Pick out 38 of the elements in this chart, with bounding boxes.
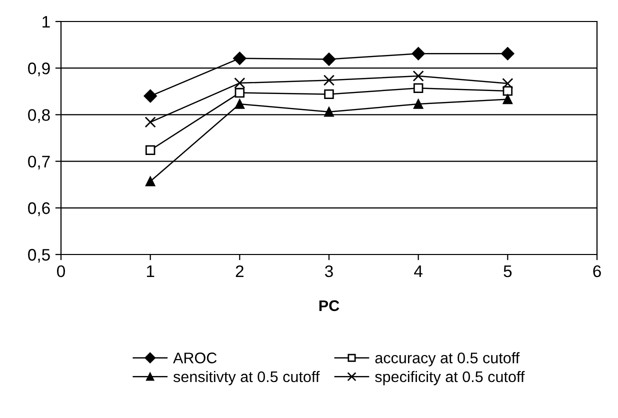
point xyxy=(413,99,424,109)
point xyxy=(234,99,245,109)
legend-label: accuracy at 0.5 cutoff xyxy=(375,352,520,366)
x-axis-title: PC xyxy=(319,300,340,312)
y-tick-label: 0,6 xyxy=(28,202,50,216)
point xyxy=(412,70,424,82)
x-tick-label: 2 xyxy=(236,265,244,277)
x-tick-label: 1 xyxy=(146,266,154,277)
point xyxy=(144,89,157,103)
point xyxy=(324,89,334,100)
x-tick-label: 0 xyxy=(57,265,65,278)
legend-label: AROC xyxy=(173,352,217,364)
legend-label: sensitivty at 0.5 cutoff xyxy=(173,370,320,386)
point xyxy=(145,176,156,186)
x-tick-label: 4 xyxy=(414,266,422,277)
x-tick-label: 5 xyxy=(504,266,512,278)
point xyxy=(413,83,424,93)
legend-label: specificity at 0.5 cutoff xyxy=(375,370,525,386)
point xyxy=(233,52,246,65)
point xyxy=(324,107,334,117)
point xyxy=(501,47,514,60)
point xyxy=(145,145,156,155)
point xyxy=(412,47,425,60)
y-tick-label: 1 xyxy=(42,16,50,28)
point xyxy=(234,88,245,98)
point xyxy=(322,52,336,66)
y-tick-label: 0,7 xyxy=(28,156,50,170)
point xyxy=(323,74,335,86)
point xyxy=(502,78,514,90)
y-tick-label: 0,5 xyxy=(28,248,50,263)
x-tick-label: 3 xyxy=(325,265,333,278)
y-tick-label: 0,9 xyxy=(28,62,50,76)
x-tick-label: 6 xyxy=(593,265,601,278)
point xyxy=(234,77,246,89)
point xyxy=(502,94,513,104)
y-tick-label: 0,8 xyxy=(28,109,50,123)
point xyxy=(502,86,513,96)
point xyxy=(144,116,156,128)
